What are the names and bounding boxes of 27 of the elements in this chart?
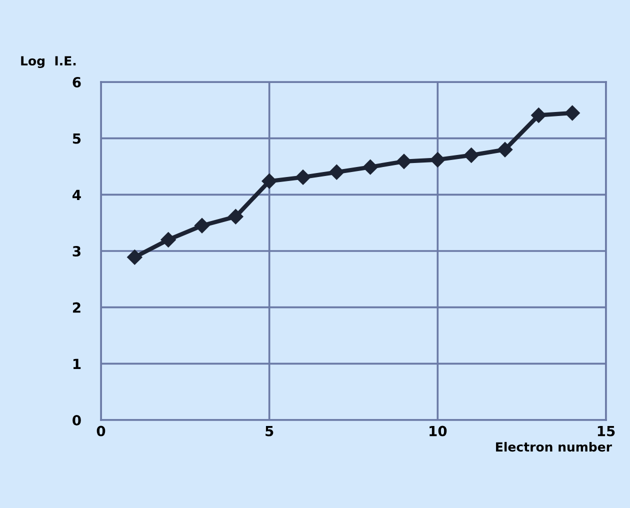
y-tick-label: 4 bbox=[72, 190, 81, 200]
point bbox=[362, 159, 378, 175]
x-tick-label: 5 bbox=[266, 426, 274, 436]
y-tick-label: 2 bbox=[72, 302, 80, 313]
point bbox=[194, 218, 210, 234]
point bbox=[160, 232, 176, 248]
point bbox=[531, 108, 546, 123]
point bbox=[464, 148, 479, 163]
y-axis-title: Log I.E. bbox=[21, 56, 76, 68]
x-tick-label: 0 bbox=[96, 426, 106, 436]
y-tick-label: 3 bbox=[72, 246, 80, 256]
x-tick-label: 10 bbox=[430, 426, 447, 436]
point bbox=[497, 142, 513, 158]
x-axis-title: Electron number bbox=[496, 442, 612, 452]
point bbox=[262, 174, 277, 189]
point bbox=[396, 154, 412, 169]
point bbox=[127, 250, 142, 265]
point bbox=[295, 170, 311, 185]
y-tick-label: 6 bbox=[72, 76, 81, 88]
y-tick-label: 5 bbox=[72, 133, 81, 144]
y-tick-label: 0 bbox=[72, 414, 81, 426]
x-tick-label: 15 bbox=[598, 426, 615, 436]
point bbox=[329, 164, 344, 180]
point bbox=[564, 105, 580, 121]
y-tick-label: 1 bbox=[73, 358, 81, 369]
point bbox=[430, 152, 446, 168]
point bbox=[228, 209, 244, 224]
